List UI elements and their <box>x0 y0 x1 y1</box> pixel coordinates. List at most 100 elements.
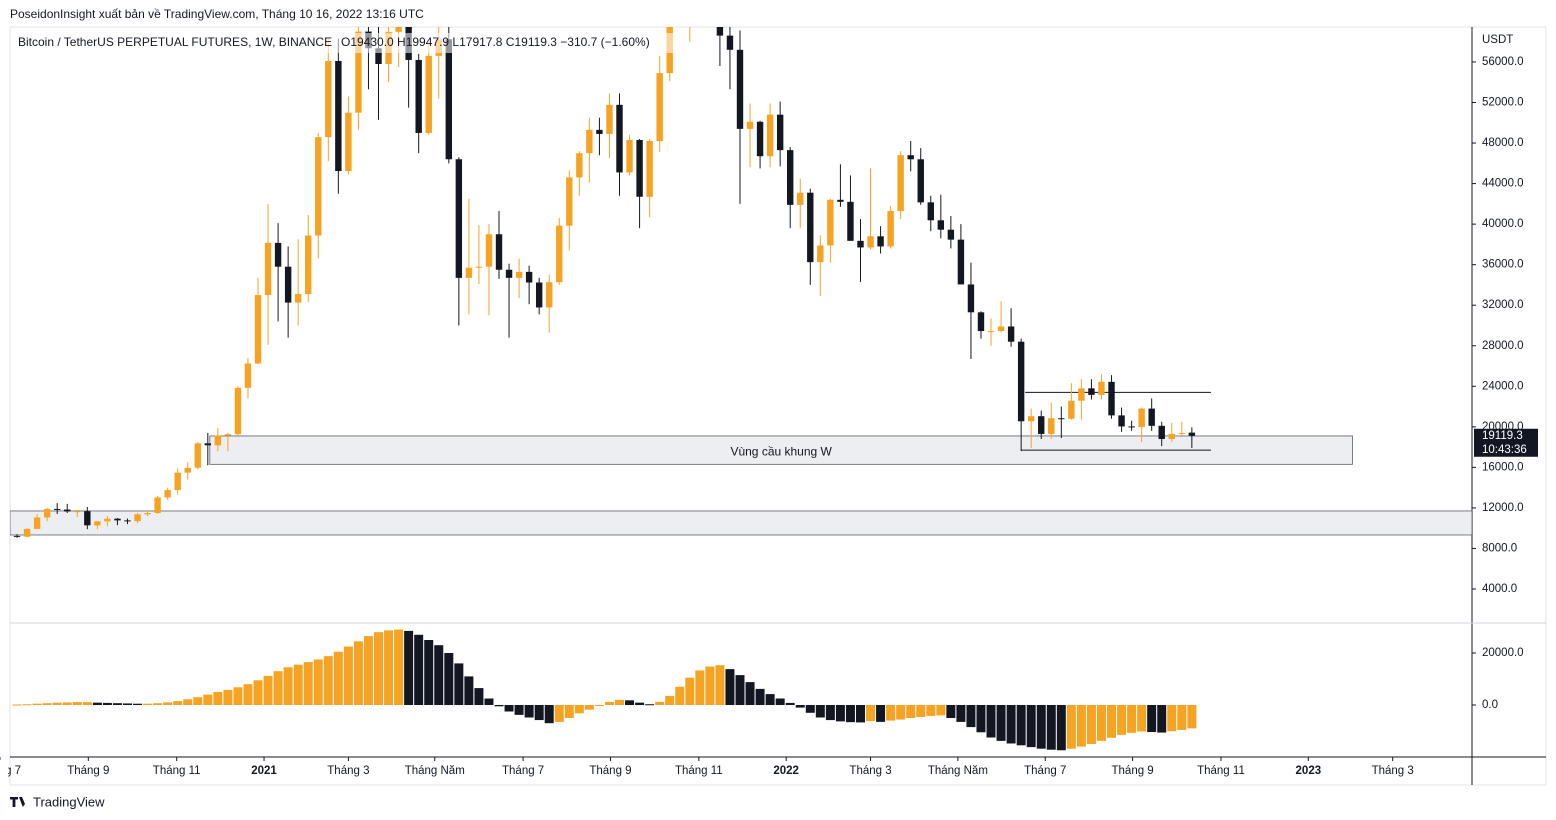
candle-body <box>1158 425 1165 439</box>
histogram-bar <box>835 704 845 722</box>
last-price-box <box>1474 428 1538 457</box>
x-tick-label: Tháng 3 <box>849 765 891 777</box>
y-tick-label: 20000.0 <box>1482 647 1524 659</box>
histogram-bar <box>1107 704 1117 738</box>
candle-body <box>1118 415 1125 427</box>
x-tick-label: Tháng 11 <box>675 765 723 777</box>
histogram-bar <box>1127 704 1137 733</box>
histogram-bar <box>434 645 444 705</box>
candle-body <box>716 27 724 36</box>
candle-body <box>254 295 262 364</box>
histogram-bar <box>333 651 343 705</box>
histogram-bar <box>855 704 865 723</box>
histogram-bar <box>715 665 725 705</box>
histogram-bar <box>594 704 604 706</box>
candle-body <box>997 326 1005 332</box>
candle-body <box>546 282 553 308</box>
histogram-bar <box>996 704 1006 741</box>
candle-body <box>1108 381 1115 416</box>
histogram-bar <box>876 704 886 722</box>
candle-body <box>154 497 161 513</box>
candle-body <box>897 155 904 211</box>
histogram-bar <box>604 701 614 705</box>
candle-body <box>94 521 101 526</box>
histogram-bar <box>896 704 906 720</box>
histogram-bar <box>755 688 765 705</box>
histogram-bar <box>273 671 283 705</box>
candle-body <box>987 331 995 333</box>
candle-body <box>485 234 493 267</box>
histogram-bar <box>1117 704 1127 735</box>
histogram-bar <box>795 704 805 708</box>
candle-body <box>586 129 593 154</box>
x-tick-label: Tháng 7 <box>502 765 544 777</box>
candle-body <box>214 435 222 446</box>
histogram-bar <box>625 700 635 705</box>
candle-body <box>1138 408 1145 428</box>
logo: TradingView <box>10 794 105 809</box>
histogram-bar <box>464 676 474 705</box>
candle-body <box>947 229 955 240</box>
histogram-bar <box>906 704 916 718</box>
candle-body <box>194 443 201 468</box>
histogram-bar <box>504 704 514 712</box>
y-tick-label: 0.0 <box>1482 699 1498 711</box>
histogram-bar <box>122 703 132 705</box>
y-tick-label: 32000.0 <box>1482 299 1524 311</box>
x-tick-label: Tháng 9 <box>67 765 109 777</box>
candle-body <box>817 245 824 263</box>
candle-body <box>315 137 322 236</box>
histogram-bar <box>1167 704 1177 732</box>
histogram-bar <box>1157 704 1167 733</box>
histogram-bar <box>153 703 163 705</box>
candle-body <box>415 59 422 133</box>
x-tick-label: Tháng Năm <box>405 765 465 777</box>
candle-body <box>43 508 51 518</box>
axis-cover <box>0 760 8 782</box>
candle-body <box>887 210 894 247</box>
histogram-bar <box>1016 704 1026 746</box>
histogram-bar <box>1096 704 1106 741</box>
histogram-bar <box>1056 704 1066 751</box>
histogram-bar <box>695 670 705 705</box>
brand: TradingView <box>33 794 105 809</box>
candle-body <box>1048 418 1055 434</box>
candle-body <box>1017 341 1025 422</box>
candle-body <box>656 73 663 142</box>
candle-body <box>124 520 131 522</box>
histogram-bar <box>635 702 645 705</box>
candle-body <box>515 271 523 278</box>
candle-body <box>104 518 111 522</box>
histogram-bar <box>22 704 32 706</box>
x-tick-label: Tháng 3 <box>1372 765 1414 777</box>
histogram-bar <box>494 704 504 707</box>
histogram-bar <box>1026 704 1036 748</box>
candle-body <box>264 242 272 296</box>
candle-body <box>84 511 91 526</box>
candle-body <box>1038 416 1045 434</box>
symbol: Bitcoin / TetherUS PERPETUAL FUTURES, 1W… <box>18 35 332 49</box>
histogram-bar <box>203 694 213 705</box>
price-pane: Vùng cầu khung W <box>10 27 1472 538</box>
histogram-bar <box>484 698 494 705</box>
histogram-bar <box>785 702 795 705</box>
candle-body <box>335 60 342 172</box>
candle-body <box>465 267 473 278</box>
candle-body <box>766 114 774 157</box>
histogram-bar <box>183 699 193 705</box>
histogram-bar <box>62 702 72 705</box>
histogram-bar <box>1177 704 1187 730</box>
candle-body <box>967 284 975 313</box>
ohlc: O19430.0 H19947.9 L17917.8 C19119.3 −310… <box>341 35 650 49</box>
histogram-bar <box>444 652 454 705</box>
histogram-bar <box>92 702 102 705</box>
candle-body <box>425 55 432 133</box>
candle-body <box>535 282 543 308</box>
histogram-bar <box>1036 704 1046 749</box>
histogram-bar <box>163 702 173 705</box>
histogram-bar <box>454 663 464 705</box>
histogram-bar <box>956 704 966 722</box>
x-tick-label: 2021 <box>251 765 277 777</box>
candle-body <box>455 159 463 278</box>
histogram-bar <box>1076 704 1086 747</box>
